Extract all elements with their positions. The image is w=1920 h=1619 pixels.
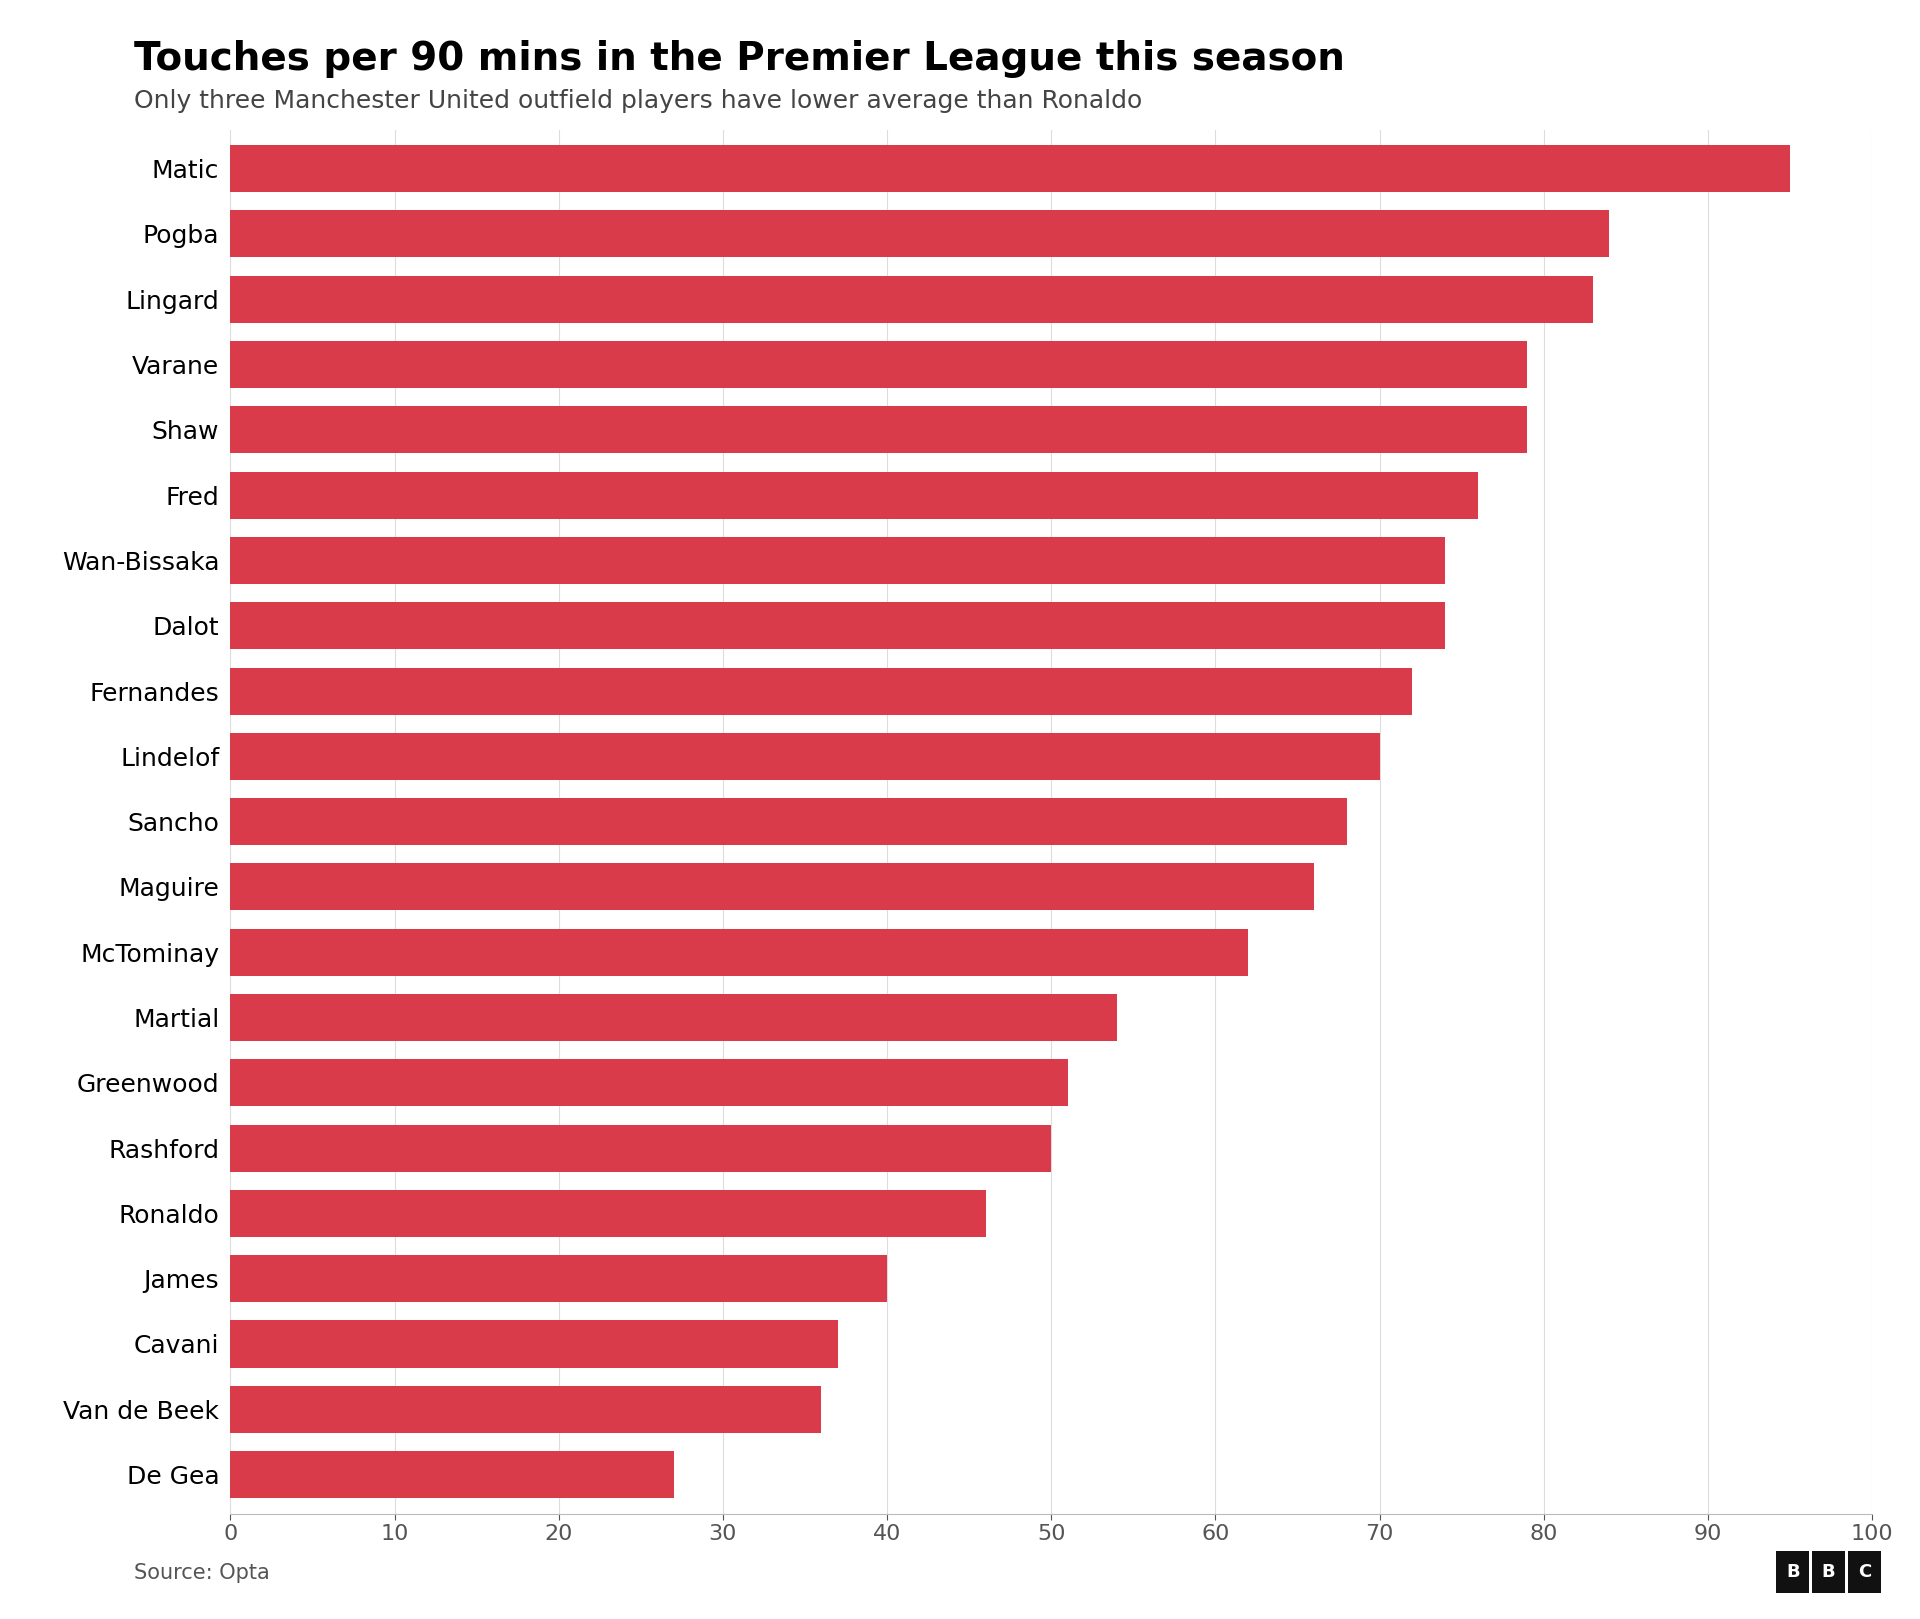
- Bar: [230, 733, 1379, 780]
- Bar: [230, 210, 1609, 257]
- Bar: [230, 798, 1346, 845]
- Text: B: B: [1822, 1562, 1836, 1582]
- Bar: [230, 406, 1526, 453]
- Bar: [1847, 1551, 1882, 1593]
- Bar: [230, 471, 1478, 518]
- Bar: [230, 538, 1446, 584]
- Bar: [230, 275, 1594, 322]
- Bar: [230, 1386, 822, 1433]
- Bar: [230, 1255, 887, 1302]
- Text: Only three Manchester United outfield players have lower average than Ronaldo: Only three Manchester United outfield pl…: [134, 89, 1142, 113]
- Bar: [230, 1125, 1052, 1172]
- Bar: [1812, 1551, 1845, 1593]
- Text: C: C: [1859, 1562, 1872, 1582]
- Bar: [1776, 1551, 1809, 1593]
- Bar: [230, 602, 1446, 649]
- Text: Source: Opta: Source: Opta: [134, 1564, 271, 1583]
- Bar: [230, 929, 1248, 976]
- Bar: [230, 342, 1526, 389]
- Bar: [230, 863, 1313, 910]
- Bar: [230, 1451, 674, 1498]
- Text: B: B: [1786, 1562, 1799, 1582]
- Bar: [230, 667, 1413, 714]
- Bar: [230, 1190, 985, 1237]
- Bar: [230, 1059, 1068, 1106]
- Bar: [230, 1321, 837, 1368]
- Text: Touches per 90 mins in the Premier League this season: Touches per 90 mins in the Premier Leagu…: [134, 40, 1346, 78]
- Bar: [230, 994, 1117, 1041]
- Bar: [230, 146, 1789, 193]
